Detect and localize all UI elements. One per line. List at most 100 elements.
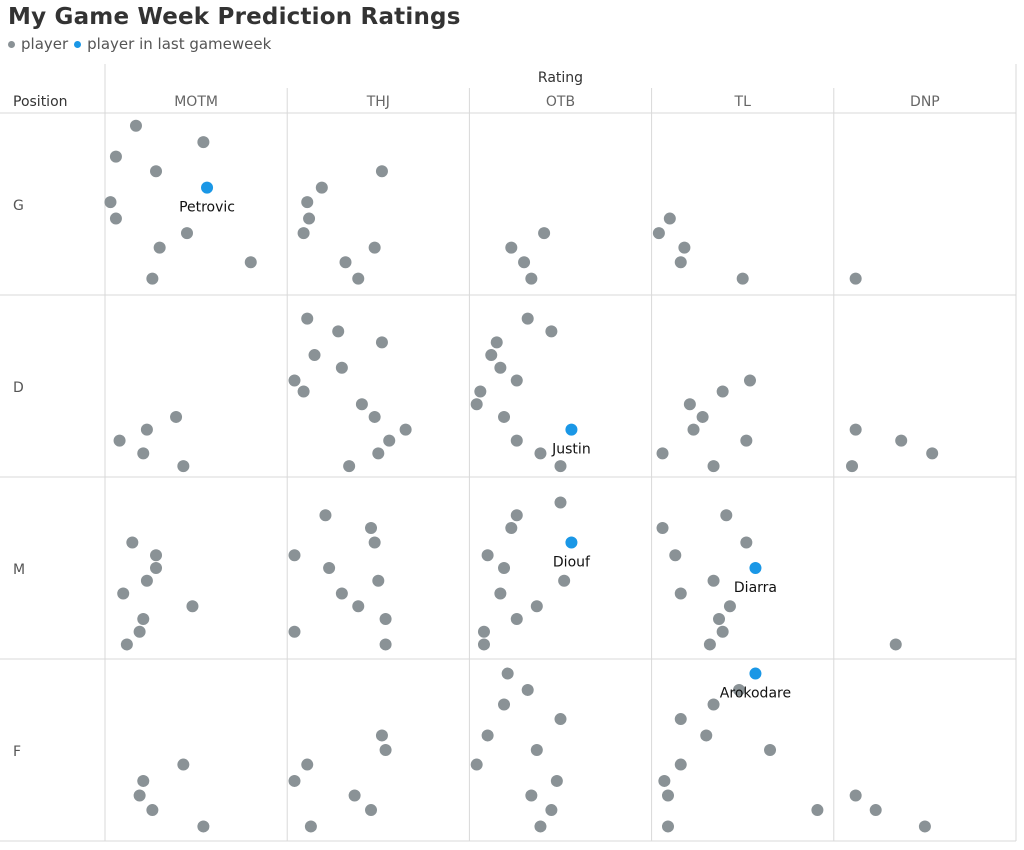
player-point[interactable] bbox=[137, 774, 150, 787]
player-point[interactable] bbox=[375, 165, 388, 178]
player-point[interactable] bbox=[288, 774, 301, 787]
player-point[interactable] bbox=[674, 587, 687, 600]
highlighted-player-point[interactable] bbox=[565, 423, 578, 436]
player-point[interactable] bbox=[554, 713, 567, 726]
player-point[interactable] bbox=[301, 758, 314, 771]
player-point[interactable] bbox=[288, 549, 301, 562]
player-point[interactable] bbox=[669, 549, 682, 562]
player-point[interactable] bbox=[197, 136, 210, 149]
player-point[interactable] bbox=[372, 447, 385, 460]
player-point[interactable] bbox=[720, 509, 733, 522]
highlighted-player-point[interactable] bbox=[749, 562, 762, 574]
player-point[interactable] bbox=[186, 600, 199, 613]
player-point[interactable] bbox=[733, 683, 746, 696]
player-point[interactable] bbox=[674, 758, 687, 771]
player-point[interactable] bbox=[399, 423, 412, 436]
player-point[interactable] bbox=[534, 447, 547, 460]
player-point[interactable] bbox=[713, 612, 726, 625]
player-point[interactable] bbox=[518, 256, 531, 269]
player-point[interactable] bbox=[663, 212, 676, 225]
player-point[interactable] bbox=[146, 272, 159, 285]
player-point[interactable] bbox=[137, 447, 150, 460]
player-point[interactable] bbox=[150, 562, 163, 574]
player-point[interactable] bbox=[355, 398, 368, 411]
player-point[interactable] bbox=[510, 509, 523, 522]
player-point[interactable] bbox=[558, 574, 571, 587]
player-point[interactable] bbox=[764, 744, 777, 756]
player-point[interactable] bbox=[550, 774, 563, 787]
player-point[interactable] bbox=[521, 683, 534, 696]
player-point[interactable] bbox=[707, 698, 720, 711]
player-point[interactable] bbox=[849, 789, 862, 802]
player-point[interactable] bbox=[707, 574, 720, 587]
player-point[interactable] bbox=[383, 434, 396, 447]
player-point[interactable] bbox=[137, 612, 150, 625]
player-point[interactable] bbox=[477, 625, 490, 638]
player-point[interactable] bbox=[700, 729, 713, 742]
player-point[interactable] bbox=[146, 804, 159, 817]
player-point[interactable] bbox=[379, 744, 392, 756]
player-point[interactable] bbox=[687, 423, 700, 436]
player-point[interactable] bbox=[494, 361, 507, 374]
player-point[interactable] bbox=[129, 119, 142, 132]
player-point[interactable] bbox=[244, 256, 257, 269]
player-point[interactable] bbox=[674, 256, 687, 269]
player-point[interactable] bbox=[656, 521, 669, 534]
player-point[interactable] bbox=[335, 361, 348, 374]
player-point[interactable] bbox=[339, 256, 352, 269]
player-point[interactable] bbox=[849, 272, 862, 285]
player-point[interactable] bbox=[505, 521, 518, 534]
player-point[interactable] bbox=[889, 638, 902, 651]
player-point[interactable] bbox=[368, 536, 381, 549]
player-point[interactable] bbox=[365, 804, 378, 817]
player-point[interactable] bbox=[301, 312, 314, 325]
player-point[interactable] bbox=[743, 374, 756, 387]
player-point[interactable] bbox=[811, 804, 824, 817]
player-point[interactable] bbox=[335, 587, 348, 600]
player-point[interactable] bbox=[926, 447, 939, 460]
player-point[interactable] bbox=[490, 336, 503, 349]
player-point[interactable] bbox=[498, 410, 511, 423]
player-point[interactable] bbox=[674, 713, 687, 726]
player-point[interactable] bbox=[365, 521, 378, 534]
player-point[interactable] bbox=[510, 434, 523, 447]
player-point[interactable] bbox=[133, 625, 146, 638]
player-point[interactable] bbox=[545, 325, 558, 338]
player-point[interactable] bbox=[104, 196, 117, 209]
player-point[interactable] bbox=[740, 536, 753, 549]
player-point[interactable] bbox=[170, 410, 183, 423]
player-point[interactable] bbox=[150, 549, 163, 562]
player-point[interactable] bbox=[534, 820, 547, 833]
player-point[interactable] bbox=[918, 820, 931, 833]
player-point[interactable] bbox=[538, 227, 551, 240]
player-point[interactable] bbox=[869, 804, 882, 817]
player-point[interactable] bbox=[521, 312, 534, 325]
player-point[interactable] bbox=[485, 349, 498, 362]
player-point[interactable] bbox=[177, 758, 190, 771]
player-point[interactable] bbox=[308, 349, 321, 362]
player-point[interactable] bbox=[696, 410, 709, 423]
player-point[interactable] bbox=[352, 272, 365, 285]
player-point[interactable] bbox=[197, 820, 210, 833]
player-point[interactable] bbox=[113, 434, 126, 447]
player-point[interactable] bbox=[683, 398, 696, 411]
player-point[interactable] bbox=[656, 447, 669, 460]
player-point[interactable] bbox=[109, 150, 122, 163]
player-point[interactable] bbox=[846, 460, 859, 473]
player-point[interactable] bbox=[554, 496, 567, 509]
player-point[interactable] bbox=[150, 165, 163, 178]
player-point[interactable] bbox=[501, 667, 514, 680]
player-point[interactable] bbox=[505, 241, 518, 254]
highlighted-player-point[interactable] bbox=[201, 181, 214, 194]
player-point[interactable] bbox=[109, 212, 122, 225]
player-point[interactable] bbox=[703, 638, 716, 651]
player-point[interactable] bbox=[120, 638, 133, 651]
player-point[interactable] bbox=[545, 804, 558, 817]
player-point[interactable] bbox=[375, 729, 388, 742]
player-point[interactable] bbox=[554, 460, 567, 473]
player-point[interactable] bbox=[140, 423, 153, 436]
player-point[interactable] bbox=[470, 398, 483, 411]
player-point[interactable] bbox=[343, 460, 356, 473]
player-point[interactable] bbox=[288, 625, 301, 638]
player-point[interactable] bbox=[716, 385, 729, 398]
